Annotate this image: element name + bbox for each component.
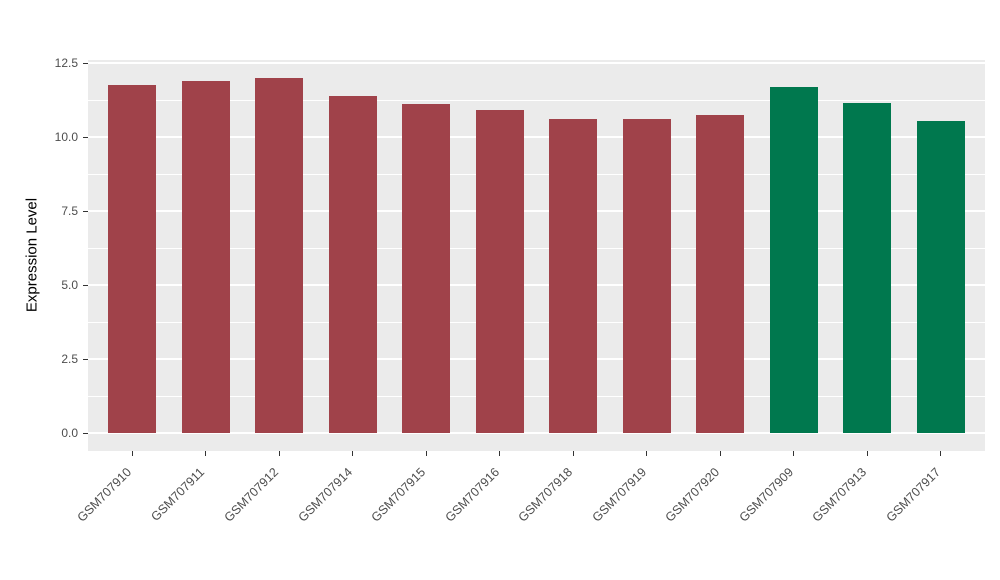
x-tick-label: GSM707916	[442, 465, 502, 525]
x-tick-label: GSM707911	[148, 465, 208, 524]
x-tick	[278, 451, 280, 456]
y-tick-label: 7.5	[61, 204, 78, 218]
gridline-minor	[88, 247, 985, 249]
plot-panel	[88, 60, 985, 451]
x-tick	[131, 451, 133, 456]
bar-GSM707909	[769, 86, 818, 433]
bar-GSM707918	[549, 119, 598, 433]
x-tick	[352, 451, 354, 456]
y-tick	[83, 62, 88, 64]
bar-GSM707911	[181, 80, 230, 433]
gridline-minor	[88, 395, 985, 397]
x-tick-label: GSM707910	[74, 465, 135, 525]
y-tick	[83, 358, 88, 360]
y-tick-label: 10.0	[54, 130, 78, 144]
x-tick-label: GSM707917	[883, 465, 943, 525]
bar-GSM707912	[255, 77, 304, 433]
x-tick	[940, 451, 942, 456]
bar-GSM707914	[328, 95, 377, 433]
gridline-minor	[88, 321, 985, 323]
gridline-major	[88, 284, 985, 286]
x-tick-label: GSM707914	[295, 465, 355, 525]
x-tick	[205, 451, 207, 456]
y-tick-label: 0.0	[61, 426, 78, 440]
gridline-major	[88, 210, 985, 212]
bar-GSM707910	[108, 85, 157, 433]
bar-GSM707920	[696, 114, 745, 433]
x-tick-label: GSM707912	[221, 465, 282, 525]
x-tick-label: GSM707915	[368, 465, 429, 525]
bar-GSM707919	[622, 119, 671, 433]
x-tick	[499, 451, 501, 456]
y-tick	[83, 432, 88, 434]
x-tick-label: GSM707909	[736, 465, 796, 525]
x-tick-label: GSM707920	[662, 465, 723, 525]
y-tick	[83, 284, 88, 286]
x-tick	[793, 451, 795, 456]
bar-GSM707915	[402, 104, 451, 433]
y-tick	[83, 136, 88, 138]
x-tick	[646, 451, 648, 456]
x-tick-label: GSM707918	[515, 465, 576, 525]
y-tick-label: 2.5	[61, 352, 78, 366]
y-tick-label: 5.0	[61, 278, 78, 292]
y-tick-label: 12.5	[54, 56, 78, 70]
gridline-major	[88, 432, 985, 434]
x-tick	[866, 451, 868, 456]
y-tick	[83, 210, 88, 212]
x-tick-label: GSM707913	[809, 465, 870, 525]
x-tick-label: GSM707919	[589, 465, 649, 525]
gridline-major	[88, 136, 985, 138]
bar-GSM707917	[916, 120, 965, 433]
bar-GSM707916	[475, 110, 524, 433]
x-tick	[425, 451, 427, 456]
x-tick	[719, 451, 721, 456]
gridline-minor	[88, 173, 985, 175]
gridline-minor	[88, 99, 985, 101]
bar-GSM707913	[843, 102, 892, 433]
gridline-major	[88, 62, 985, 64]
x-tick	[572, 451, 574, 456]
gridline-major	[88, 358, 985, 360]
